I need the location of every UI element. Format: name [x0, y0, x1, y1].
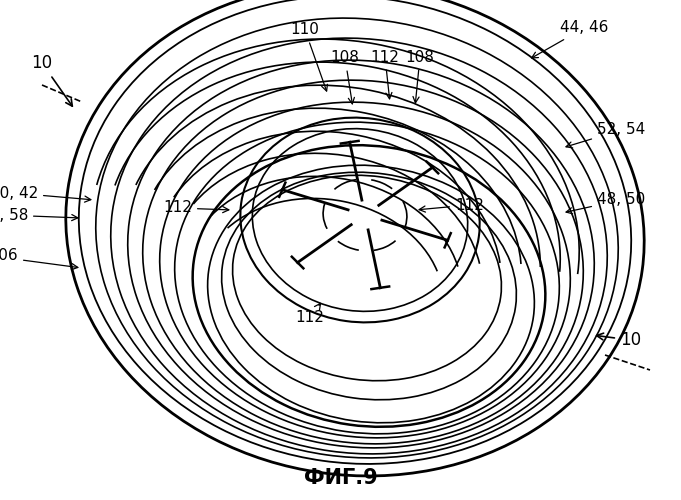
- Text: 112: 112: [296, 304, 324, 326]
- Text: 10: 10: [31, 54, 72, 106]
- Text: 56, 58: 56, 58: [0, 208, 78, 222]
- Text: 48, 50: 48, 50: [566, 192, 646, 214]
- Text: 108: 108: [406, 50, 434, 103]
- Text: 52, 54: 52, 54: [566, 122, 646, 148]
- Text: 112: 112: [163, 200, 229, 216]
- Text: 108: 108: [330, 50, 360, 104]
- Text: ФИГ.9: ФИГ.9: [304, 468, 377, 488]
- Text: 104, 106: 104, 106: [0, 248, 78, 270]
- Text: 112: 112: [419, 198, 484, 212]
- Text: 112: 112: [370, 50, 400, 99]
- Text: 10: 10: [597, 331, 641, 349]
- Text: 110: 110: [291, 22, 328, 91]
- Text: 40, 42: 40, 42: [0, 186, 91, 202]
- Text: 44, 46: 44, 46: [532, 20, 608, 58]
